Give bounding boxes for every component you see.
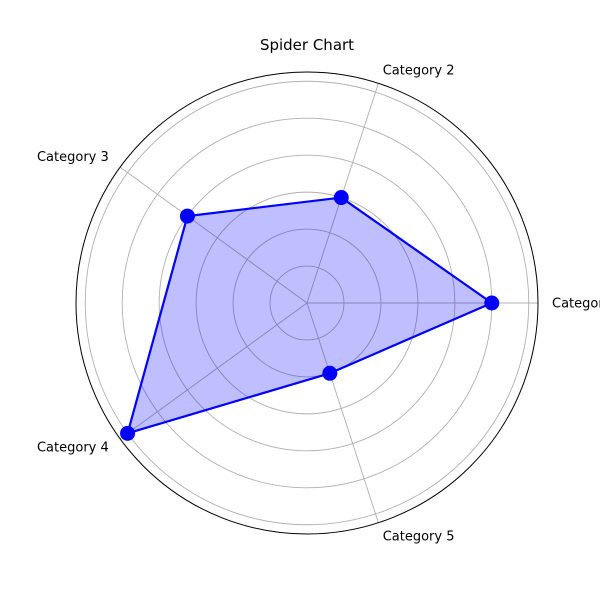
data-point (334, 191, 348, 205)
category-label: Category 3 (37, 150, 109, 165)
data-point (323, 366, 337, 380)
category-label: Category 2 (383, 63, 455, 78)
category-label: Category 4 (37, 441, 109, 456)
data-point (180, 209, 194, 223)
data-layer (121, 191, 499, 441)
category-label: Category 5 (383, 530, 455, 545)
category-label: Category 1 (552, 297, 600, 312)
chart-title: Spider Chart (260, 36, 354, 54)
data-point (485, 296, 499, 310)
data-point (121, 426, 135, 440)
